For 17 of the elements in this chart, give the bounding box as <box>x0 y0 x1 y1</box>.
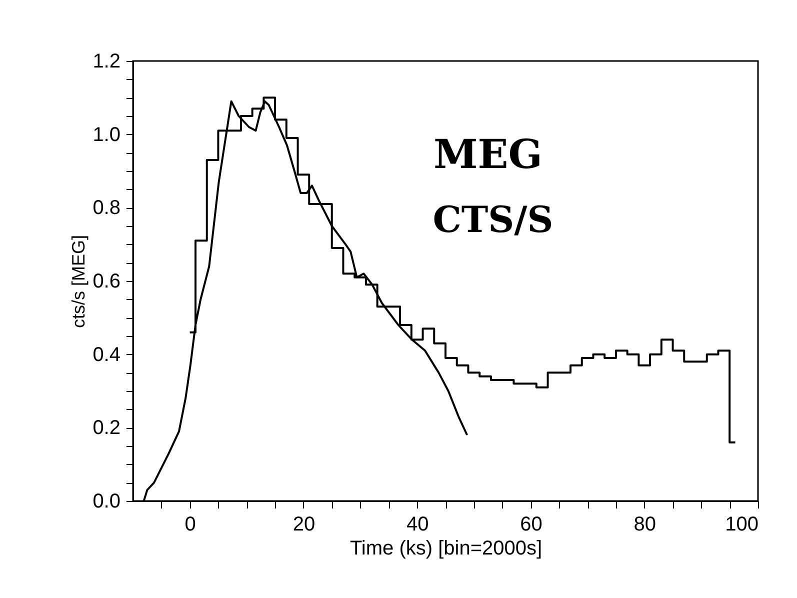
y-tick-label: 0.2 <box>92 417 120 440</box>
annotation: CTS/S <box>432 199 554 241</box>
y-tick-label: 1.0 <box>92 124 120 146</box>
annotation: MEG <box>434 131 542 178</box>
x-tick-label: 60 <box>520 514 542 536</box>
y-tick-label: 1.2 <box>92 50 120 72</box>
y-tick-label: 0.6 <box>92 270 120 292</box>
y-tick-label: 0.4 <box>92 344 120 366</box>
x-tick-label: 40 <box>406 514 429 536</box>
x-tick-label: 80 <box>634 514 656 536</box>
y-tick-label: 0.8 <box>92 197 120 220</box>
x-axis-title: Time (ks) [bin=2000s] <box>350 538 542 560</box>
x-tick-label: 20 <box>292 514 316 536</box>
x-tick-label: 0 <box>184 514 196 536</box>
x-tick-label: 100 <box>725 514 758 536</box>
y-tick-label: 0.0 <box>92 490 120 512</box>
y-axis-title: cts/s [MEG] <box>68 234 89 328</box>
